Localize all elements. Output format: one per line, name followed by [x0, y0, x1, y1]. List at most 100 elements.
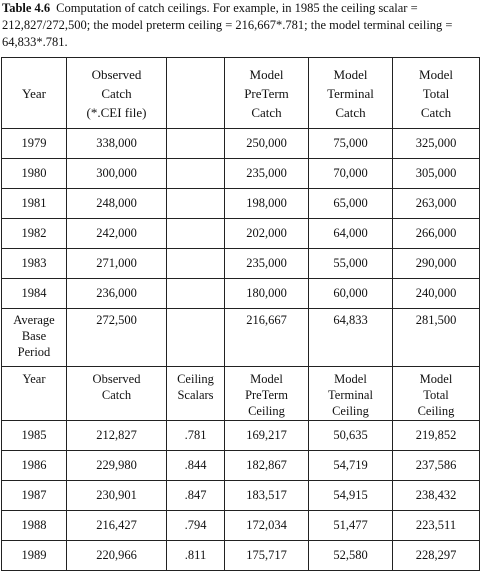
cell-year: 1985: [1, 420, 67, 451]
header-line: Catch: [420, 104, 452, 120]
cell-terminal: 75,000: [308, 128, 393, 159]
cell-preterm: 182,867: [224, 450, 309, 481]
header-line: Catch: [101, 85, 132, 101]
header-observed-catch-2: Observed Catch: [66, 366, 167, 421]
header-line: Catch: [251, 104, 282, 120]
cell-observed: 220,966: [66, 540, 167, 571]
average-observed: 272,500: [66, 308, 167, 367]
header-year-2: Year: [1, 366, 67, 421]
cell-preterm: 169,217: [224, 420, 309, 451]
table-row: 1984 236,000 180,000 60,000 240,000: [1, 278, 480, 309]
header-model-preterm-ceiling: Model PreTerm Ceiling: [224, 366, 309, 421]
cell-observed: 338,000: [66, 128, 167, 159]
cell-observed: 216,427: [66, 510, 167, 541]
cell-year: 1980: [1, 158, 67, 189]
cell-preterm: 180,000: [224, 278, 309, 309]
cell-terminal: 50,635: [308, 420, 393, 451]
cell-preterm: 202,000: [224, 218, 309, 249]
cell-year: 1983: [1, 248, 67, 279]
header-line: Total: [422, 85, 450, 101]
table-caption: Table 4.6 Computation of catch ceilings. …: [2, 0, 480, 51]
header-line: Observed: [92, 372, 141, 386]
cell-scalar: [166, 278, 225, 309]
cell-year: 1989: [1, 540, 67, 571]
header-year: Year: [1, 57, 67, 129]
header-line: Terminal: [328, 388, 373, 402]
average-label-line: Base: [21, 329, 47, 343]
header-line: Ceiling: [177, 372, 214, 386]
header-line: PreTerm: [245, 388, 288, 402]
cell-preterm: 175,717: [224, 540, 309, 571]
header-line: Observed: [91, 66, 142, 82]
cell-scalar: [166, 188, 225, 219]
header-line: Terminal: [327, 85, 374, 101]
header-line: Model: [334, 372, 367, 386]
header-model-terminal-ceiling: Model Terminal Ceiling: [308, 366, 393, 421]
cell-year: 1988: [1, 510, 67, 541]
table-body: Year Observed Catch (*.CEI file) Model P…: [1, 57, 480, 571]
cell-total: 290,000: [392, 248, 480, 279]
header-line: Model: [250, 372, 283, 386]
cell-preterm: 235,000: [224, 158, 309, 189]
header-line: Model: [249, 66, 284, 82]
cell-scalar: .844: [166, 450, 225, 481]
average-total: 281,500: [392, 308, 480, 367]
header-line: Total: [423, 388, 449, 402]
cell-total: 223,511: [392, 510, 480, 541]
cell-observed: 242,000: [66, 218, 167, 249]
cell-year: 1987: [1, 480, 67, 511]
average-label-line: Average: [13, 313, 55, 327]
header-model-terminal-catch: Model Terminal Catch: [308, 57, 393, 129]
cell-preterm: 172,034: [224, 510, 309, 541]
ceiling-header-row: Year Observed Catch Ceiling Scalars Mode…: [1, 366, 480, 421]
average-label-line: Period: [17, 345, 51, 359]
header-model-preterm-catch: Model PreTerm Catch: [224, 57, 309, 129]
cell-scalar: .811: [166, 540, 225, 571]
table-row: 1985 212,827.781 169,217 50,635 219,852: [1, 420, 480, 451]
table-row: 1989 220,966.811 175,717 52,580 228,297: [1, 540, 480, 571]
cell-scalar: .781: [166, 420, 225, 451]
cell-terminal: 51,477: [308, 510, 393, 541]
average-label: Average Base Period: [1, 308, 67, 367]
cell-year: 1982: [1, 218, 67, 249]
table-row: 1983 271,000 235,000 55,000 290,000: [1, 248, 480, 279]
cell-scalar: [166, 248, 225, 279]
table-label: Table 4.6: [2, 1, 51, 15]
table-row: 1981 248,000 198,000 65,000 263,000: [1, 188, 480, 219]
cell-year: 1981: [1, 188, 67, 219]
cell-preterm: 198,000: [224, 188, 309, 219]
cell-observed: 212,827: [66, 420, 167, 451]
table-row: 1986 229,980.844 182,867 54,719 237,586: [1, 450, 480, 481]
cell-scalar: .847: [166, 480, 225, 511]
caption-text: Computation of catch ceilings. For examp…: [2, 1, 453, 49]
table-row: 1987 230,901.847 183,517 54,915 238,432: [1, 480, 480, 511]
header-ceiling-scalars: Ceiling Scalars: [166, 366, 225, 421]
header-model-total-ceiling: Model Total Ceiling: [392, 366, 480, 421]
cell-observed: 300,000: [66, 158, 167, 189]
cell-terminal: 64,000: [308, 218, 393, 249]
cell-scalar: [166, 158, 225, 189]
cell-observed: 248,000: [66, 188, 167, 219]
catch-ceiling-table: Year Observed Catch (*.CEI file) Model P…: [1, 57, 480, 571]
header-line: Scalars: [177, 388, 214, 402]
cell-terminal: 60,000: [308, 278, 393, 309]
cell-total: 266,000: [392, 218, 480, 249]
cell-total: 263,000: [392, 188, 480, 219]
cell-year: 1979: [1, 128, 67, 159]
base-header-row: Year Observed Catch (*.CEI file) Model P…: [1, 57, 480, 129]
average-preterm: 216,667: [224, 308, 309, 367]
cell-scalar: [166, 128, 225, 159]
cell-year: 1986: [1, 450, 67, 481]
header-line: Model: [419, 372, 453, 386]
cell-terminal: 54,719: [308, 450, 393, 481]
cell-observed: 229,980: [66, 450, 167, 481]
cell-preterm: 250,000: [224, 128, 309, 159]
header-observed-catch: Observed Catch (*.CEI file): [66, 57, 167, 129]
cell-total: 240,000: [392, 278, 480, 309]
cell-observed: 230,901: [66, 480, 167, 511]
cell-total: 305,000: [392, 158, 480, 189]
cell-total: 219,852: [392, 420, 480, 451]
header-line: Ceiling: [417, 404, 455, 418]
header-line: Ceiling: [332, 404, 369, 418]
cell-terminal: 52,580: [308, 540, 393, 571]
